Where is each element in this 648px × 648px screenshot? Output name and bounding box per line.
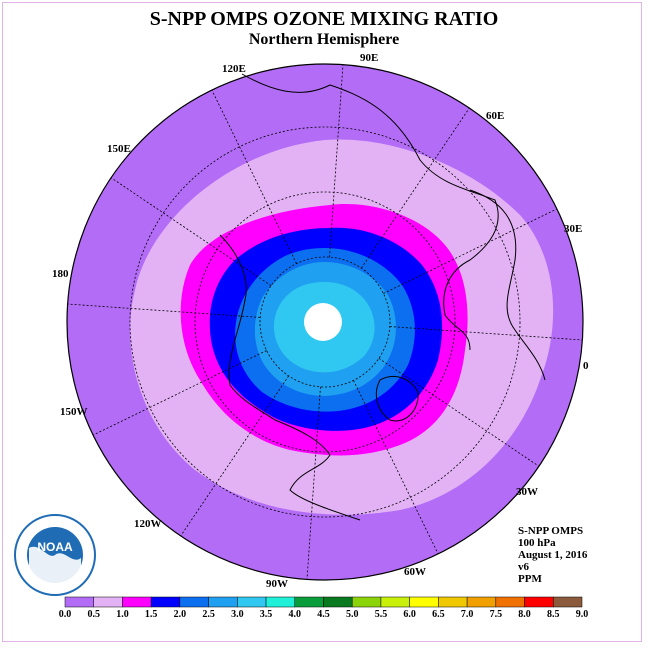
meridian-line: [353, 380, 439, 555]
colorbar-swatch: [495, 596, 525, 608]
colorbar-swatch: [64, 596, 94, 608]
meridian-line: [306, 386, 321, 580]
meridian-line: [389, 326, 583, 341]
colorbar-swatch: [179, 596, 209, 608]
lat-circle-30: [129, 126, 521, 518]
missing-data-pole: [304, 303, 342, 341]
map-boundary: [66, 63, 584, 581]
colorbar-tick-label: 8.5: [547, 609, 560, 620]
colorbar-tick-label: 1.0: [116, 609, 129, 620]
colorbar-tick-label: 8.0: [518, 609, 531, 620]
lon-label-90e: 90E: [360, 52, 379, 64]
coastlines: [219, 73, 546, 521]
colorbar-tick-label: 6.5: [432, 609, 445, 620]
colorbar-swatch: [524, 596, 554, 608]
meridian-line: [329, 64, 344, 258]
coast-africa-europe: [469, 189, 546, 381]
colorbar-swatch: [294, 596, 324, 608]
colorbar-swatch: [466, 596, 497, 608]
lon-label-180: 180: [52, 268, 69, 280]
colorbar-tick-label: 0.5: [87, 609, 100, 620]
meridians: [67, 64, 583, 580]
map-subtitle: Northern Hemisphere: [248, 31, 400, 48]
colorbar-tick-label: 5.5: [374, 609, 388, 620]
logo-text: NOAA: [37, 540, 73, 554]
product-info: S-NPP OMPS 100 hPa August 1, 2016 v6 PPM: [518, 525, 587, 585]
meridian-line: [383, 208, 558, 294]
colorbar-swatch: [265, 596, 296, 608]
colorbar-swatch: [409, 596, 439, 608]
colorbar-tick-label: 1.5: [144, 609, 158, 620]
info-date: August 1, 2016: [518, 549, 588, 561]
colorbar-swatch: [323, 596, 353, 608]
colorbar-tick-label: 3.0: [231, 609, 244, 620]
lon-label-30e: 30E: [564, 223, 583, 235]
colorbar-tick-labels: 0.0 0.5 1.0 1.5 2.0 2.5 3.0 3.5 4.0 4.5 5.0 5.5 6.0 6…: [0, 609, 648, 623]
colorbar-swatch: [122, 596, 152, 608]
info-units: PPM: [518, 573, 542, 585]
colorbar-swatch: [553, 596, 583, 608]
lat-circle-70: [259, 256, 391, 388]
meridian-line: [378, 358, 540, 467]
info-instrument: S-NPP OMPS: [518, 525, 584, 537]
colorbar-swatch: [208, 596, 238, 608]
meridian-line: [67, 303, 261, 318]
colorbar-tick-label: 6.0: [403, 609, 416, 620]
lon-label-120e: 120E: [222, 63, 246, 75]
graticule: [67, 64, 583, 580]
logo-gull: [29, 546, 81, 587]
figure-frame: [2, 2, 642, 642]
colorbar-tick-label: 9.0: [575, 609, 589, 620]
lon-label-0: 0: [583, 360, 589, 372]
noaa-logo: NOAA: [14, 514, 96, 596]
colorbar-tick-label: 4.5: [317, 609, 330, 620]
colorbar-tick-label: 2.0: [173, 609, 187, 620]
info-version: v6: [518, 561, 529, 573]
coast-eurasia: [241, 73, 499, 351]
meridian-line: [110, 177, 272, 286]
colorbar-tick-label: 2.5: [202, 609, 215, 620]
meridian-line: [361, 107, 470, 269]
map-title: S-NPP OMPS OZONE MIXING RATIO: [149, 8, 499, 30]
meridian-line: [92, 350, 267, 436]
colorbar-tick-label: 5.0: [345, 609, 359, 620]
colorbar-tick-label: 4.0: [288, 609, 302, 620]
colorbar-swatch: [150, 596, 181, 608]
info-level: 100 hPa: [518, 537, 556, 549]
lon-label-150e: 150E: [107, 143, 131, 155]
colorbar-swatch: [93, 596, 123, 608]
lon-label-120w: 120W: [134, 518, 162, 530]
colorbar-swatch: [351, 596, 382, 608]
lon-label-150w: 150W: [60, 406, 88, 418]
colorbar-swatch: [438, 596, 468, 608]
meridian-line: [211, 89, 297, 264]
lon-label-30w: 30W: [516, 486, 538, 498]
coast-greenland: [375, 376, 419, 422]
lon-label-60w: 60W: [404, 566, 426, 578]
meridian-line: [180, 375, 289, 537]
colorbar-swatch: [380, 596, 410, 608]
colorbar-tick-label: 7.5: [489, 609, 503, 620]
colorbar: [64, 596, 583, 608]
lat-circle-50: [194, 191, 456, 453]
colorbar-tick-label: 0.0: [58, 609, 72, 620]
lon-label-90w: 90W: [266, 578, 288, 590]
colorbar-tick-label: 3.5: [259, 609, 273, 620]
coast-north-america: [219, 234, 361, 521]
colorbar-swatch: [237, 596, 267, 608]
lon-label-60e: 60E: [486, 110, 505, 122]
colorbar-tick-label: 7.0: [460, 609, 474, 620]
